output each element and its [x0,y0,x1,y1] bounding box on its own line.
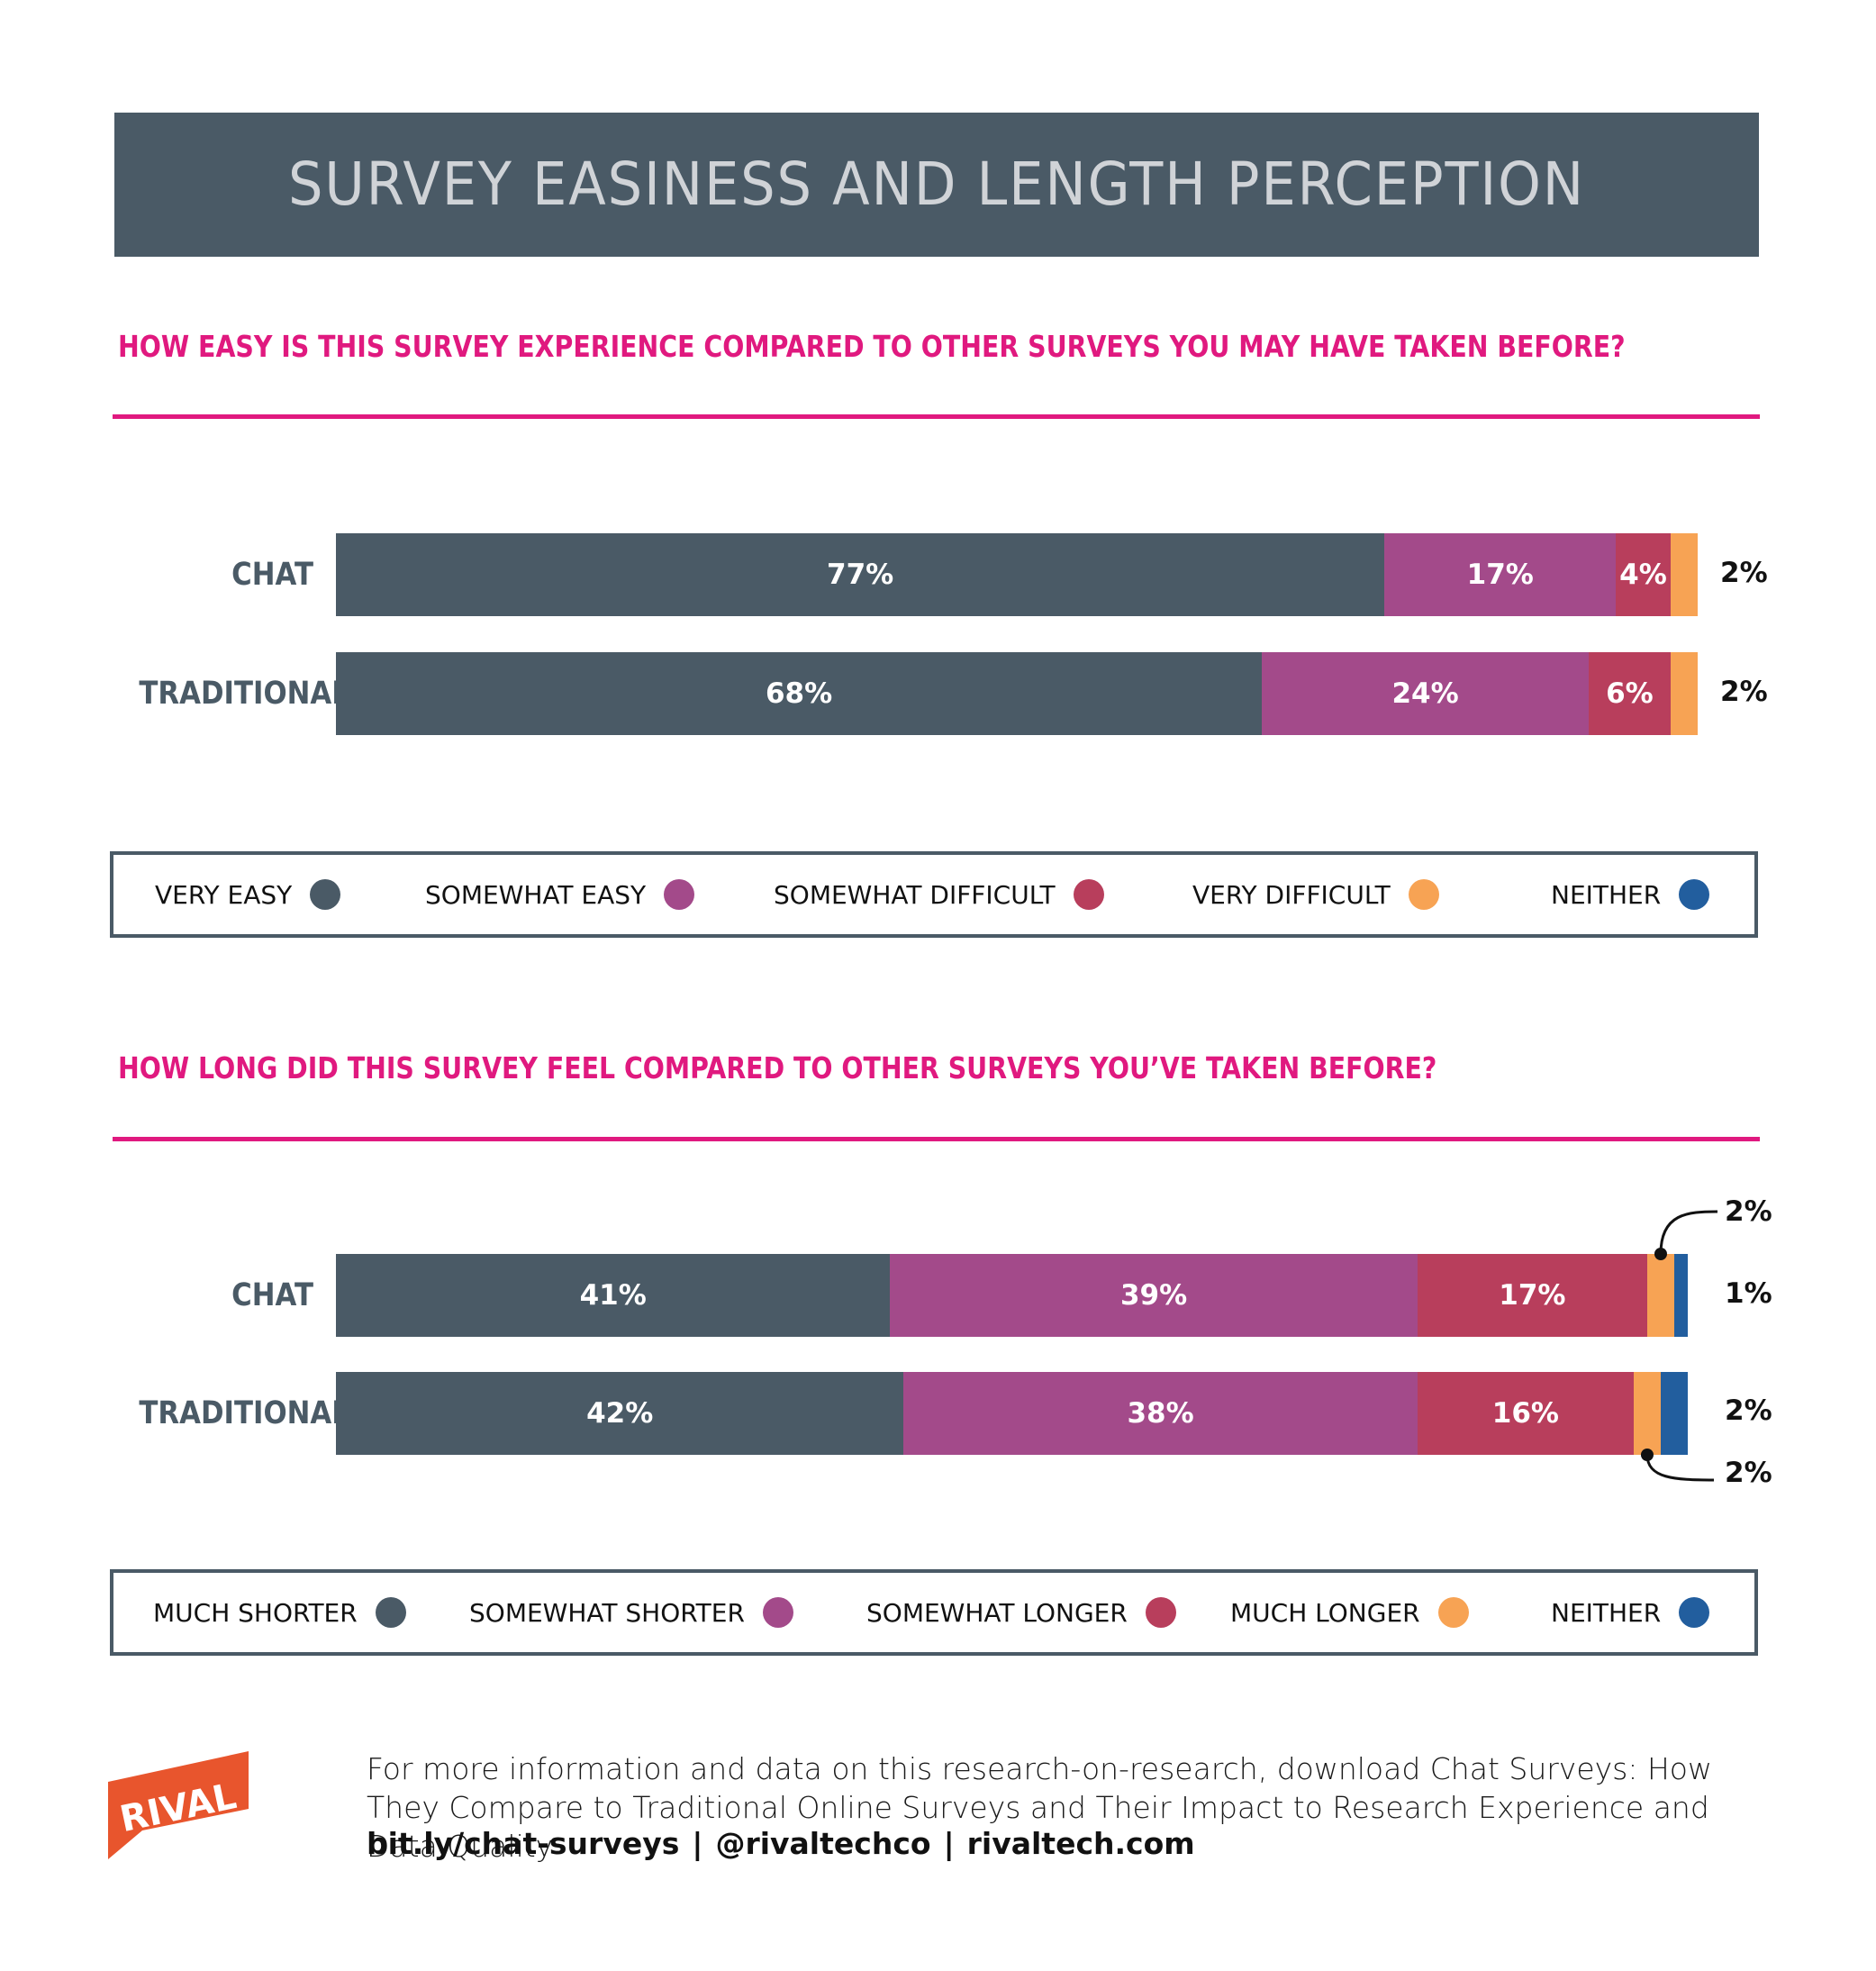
legend-item-somewhat-longer: SOMEWHAT LONGER [866,1573,1176,1652]
data-label: 77% [827,559,894,591]
outside-label-very-difficult: 2% [1720,676,1768,708]
chart-1-legend: VERY EASY SOMEWHAT EASY SOMEWHAT DIFFICULT… [110,851,1758,938]
legend-item-somewhat-difficult: SOMEWHAT DIFFICULT [774,855,1104,934]
link-twitter[interactable]: @rivaltechco [715,1826,931,1861]
separator: | [943,1826,955,1861]
bar-segment-somewhat-easy: 17% [1384,533,1617,616]
logo-flag-shape [108,1751,249,1859]
data-label: 17% [1499,1279,1566,1312]
legend-item-neither: NEITHER [1551,855,1710,934]
bar-segment-somewhat-longer: 16% [1417,1372,1634,1455]
link-report[interactable]: bit.ly/chat-surveys [367,1826,680,1861]
bar-segment-neither [1660,1372,1688,1455]
bar-traditional: 42% 38% 16% [336,1372,1688,1455]
legend-color-dot-icon [664,879,695,910]
chart-1-divider [113,414,1760,419]
outside-label-much-longer: 2% [1725,1457,1772,1489]
chart-2-question: HOW LONG DID THIS SURVEY FEEL COMPARED T… [118,1050,1437,1085]
bar-chat: 77% 17% 4% [336,533,1698,616]
footer-links: bit.ly/chat-surveys | @rivaltechco | rivalte… [367,1826,1195,1861]
bar-segment-very-easy: 68% [336,652,1263,735]
callout-line [1659,1210,1718,1255]
bar-segment-very-difficult [1670,652,1698,735]
bar-traditional: 68% 24% 6% [336,652,1698,735]
legend-label: SOMEWHAT DIFFICULT [774,879,1056,910]
bar-segment-very-easy: 77% [336,533,1385,616]
legend-color-dot-icon [1679,1597,1710,1628]
callout-line [1645,1454,1715,1482]
legend-item-very-easy: VERY EASY [155,855,341,934]
bar-segment-somewhat-shorter: 38% [903,1372,1418,1455]
legend-item-somewhat-easy: SOMEWHAT EASY [425,855,695,934]
chart-1-question: HOW EASY IS THIS SURVEY EXPERIENCE COMPA… [118,329,1626,364]
legend-label: VERY DIFFICULT [1192,879,1391,910]
data-label: 38% [1127,1397,1194,1430]
bar-chat: 41% 39% 17% [336,1254,1688,1337]
legend-label: NEITHER [1551,879,1662,910]
data-label: 68% [765,677,833,710]
bar-segment-much-longer [1646,1254,1674,1337]
bar-segment-somewhat-difficult: 4% [1616,533,1671,616]
callout-dot [1640,1449,1654,1461]
data-label: 6% [1606,677,1654,710]
data-label: 39% [1119,1279,1188,1312]
legend-color-dot-icon [1408,879,1439,910]
data-label: 16% [1491,1397,1559,1430]
legend-label: VERY EASY [155,879,293,910]
legend-color-dot-icon [1073,879,1104,910]
rival-logo: RIVAL [108,1751,249,1859]
data-label: 42% [586,1397,654,1430]
data-label: 17% [1466,559,1534,591]
callout-dot [1654,1248,1667,1260]
legend-label: SOMEWHAT EASY [425,879,647,910]
bar-segment-neither [1673,1254,1688,1337]
legend-item-much-shorter: MUCH SHORTER [153,1573,406,1652]
legend-color-dot-icon [375,1597,406,1628]
outside-label-neither: 1% [1725,1277,1772,1310]
legend-label: SOMEWHAT SHORTER [469,1597,745,1628]
legend-label: MUCH SHORTER [153,1597,358,1628]
data-label: 41% [579,1279,647,1312]
bar-segment-somewhat-shorter: 39% [890,1254,1418,1337]
bar-segment-much-shorter: 42% [336,1372,904,1455]
data-label: 4% [1619,559,1667,591]
legend-item-neither: NEITHER [1551,1573,1710,1652]
legend-color-dot-icon [1145,1597,1176,1628]
legend-color-dot-icon [1679,879,1710,910]
legend-color-dot-icon [1437,1597,1469,1628]
link-website[interactable]: rivaltech.com [966,1826,1195,1861]
data-label: 24% [1391,677,1459,710]
chart-2-legend: MUCH SHORTER SOMEWHAT SHORTER SOMEWHAT LON… [110,1569,1758,1656]
title-banner [114,113,1759,257]
legend-label: MUCH LONGER [1230,1597,1420,1628]
legend-item-very-difficult: VERY DIFFICULT [1192,855,1439,934]
legend-item-much-longer: MUCH LONGER [1230,1573,1469,1652]
bar-segment-much-longer [1633,1372,1661,1455]
bar-segment-somewhat-longer: 17% [1417,1254,1647,1337]
bar-segment-much-shorter: 41% [336,1254,891,1337]
bar-segment-somewhat-easy: 24% [1262,652,1590,735]
legend-label: SOMEWHAT LONGER [866,1597,1128,1628]
outside-label-very-difficult: 2% [1720,557,1768,589]
outside-label-much-longer: 2% [1725,1195,1772,1228]
legend-color-dot-icon [310,879,341,910]
bar-segment-somewhat-difficult: 6% [1589,652,1671,735]
separator: | [692,1826,703,1861]
page-title: SURVEY EASINESS AND LENGTH PERCEPTION [287,150,1586,219]
legend-color-dot-icon [762,1597,793,1628]
outside-label-neither: 2% [1725,1394,1772,1427]
bar-segment-very-difficult [1670,533,1698,616]
row-label-chat: CHAT [231,557,313,593]
legend-label: NEITHER [1551,1597,1662,1628]
footer-description: For more information and data on this re… [367,1751,1712,1864]
legend-item-somewhat-shorter: SOMEWHAT SHORTER [469,1573,793,1652]
row-label-chat: CHAT [231,1277,313,1313]
chart-2-divider [113,1137,1760,1141]
